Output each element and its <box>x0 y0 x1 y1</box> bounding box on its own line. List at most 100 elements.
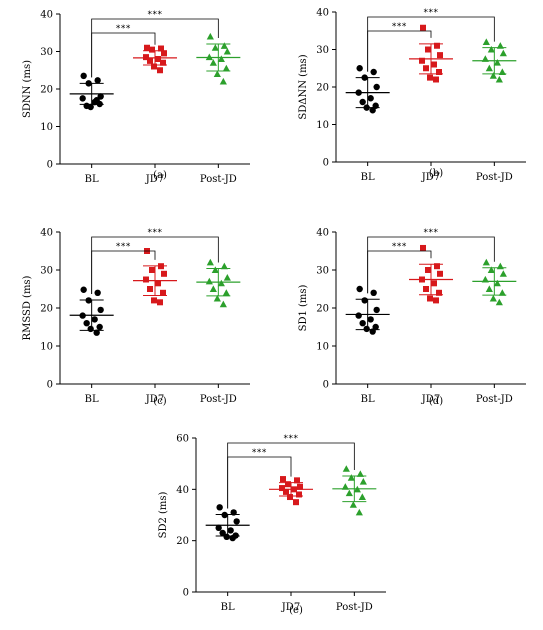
data-point <box>144 44 150 51</box>
significance-bracket <box>91 236 219 295</box>
data-point <box>213 294 221 302</box>
data-point <box>287 494 293 501</box>
data-point <box>219 529 226 537</box>
data-point <box>80 72 87 80</box>
significance-label: *** <box>284 434 299 444</box>
data-point <box>213 70 221 77</box>
data-point <box>205 277 213 285</box>
data-point <box>425 46 431 53</box>
chart-panel-d: 0 10 20 30 40 BL JD7 Post-JD SD1 (ms) (d) *** *** <box>298 228 526 407</box>
data-point <box>482 38 490 45</box>
data-point <box>219 300 227 308</box>
x-tick-label: Post-JD <box>476 394 513 405</box>
x-tick-label: BL <box>221 602 235 613</box>
data-point <box>217 55 225 62</box>
significance-bracket <box>367 30 432 72</box>
data-point <box>294 477 300 484</box>
chart-panel-e: 0 20 40 60 BL JD7 Post-JD SD2 (ms) (e) *** *** <box>158 434 386 616</box>
data-point <box>433 76 439 83</box>
data-point <box>157 299 163 306</box>
x-tick-label: JD7 <box>145 174 164 185</box>
data-point <box>155 280 161 287</box>
data-point <box>423 286 429 292</box>
data-point <box>151 63 157 70</box>
y-tick-label: 0 <box>47 160 53 171</box>
data-point <box>427 295 433 302</box>
x-tick-label: JD7 <box>281 602 300 613</box>
data-point <box>97 306 104 314</box>
data-point <box>373 306 380 314</box>
data-point <box>487 266 495 273</box>
data-point <box>209 285 217 292</box>
data-point <box>485 64 493 72</box>
data-point <box>217 279 225 287</box>
data-point <box>437 270 443 277</box>
data-point <box>342 465 350 472</box>
chart-panel-b: 0 10 20 30 40 BL JD7 Post-JD SDΔNN (ms) (b) *** *** <box>298 8 526 183</box>
y-tick-label: 0 <box>323 380 329 391</box>
data-point <box>355 312 362 319</box>
data-point <box>493 59 501 66</box>
significance-label: *** <box>148 10 163 20</box>
data-point <box>367 95 374 102</box>
y-tick-label: 0 <box>323 158 329 169</box>
data-point <box>498 68 506 75</box>
data-point <box>285 481 291 488</box>
data-point <box>427 74 433 81</box>
data-point <box>94 77 101 84</box>
data-point <box>220 262 228 270</box>
y-tick-label: 40 <box>176 485 189 496</box>
data-point <box>419 57 425 64</box>
data-point <box>495 75 503 83</box>
data-point <box>369 107 376 114</box>
data-point <box>436 289 442 296</box>
y-axis-label: RMSSD (ms) <box>22 275 33 340</box>
significance-label: *** <box>116 242 131 252</box>
data-point <box>433 297 439 304</box>
data-point <box>160 59 166 66</box>
x-tick-label: Post-JD <box>476 172 513 183</box>
significance-label: *** <box>252 448 267 458</box>
data-point <box>205 53 213 61</box>
significance-label: *** <box>392 242 407 252</box>
data-point <box>223 533 230 541</box>
x-tick-label: JD7 <box>421 394 440 405</box>
panel-label: (a) <box>153 170 167 181</box>
y-axis-label: SD1 (ms) <box>298 284 309 331</box>
panel-label: (b) <box>429 168 443 179</box>
data-point <box>437 52 443 59</box>
data-point <box>370 68 377 76</box>
data-point <box>220 42 228 49</box>
data-point <box>83 320 90 327</box>
data-point <box>341 483 349 490</box>
data-point <box>425 267 431 273</box>
data-point <box>222 289 230 296</box>
data-point <box>363 325 370 333</box>
data-point <box>93 97 100 104</box>
y-tick-label: 30 <box>316 266 329 277</box>
y-tick-label: 10 <box>40 122 53 133</box>
data-point <box>158 45 164 52</box>
data-point <box>215 524 222 532</box>
x-tick-label: Post-JD <box>336 602 373 613</box>
data-point <box>280 476 286 483</box>
y-axis-label: SD2 (ms) <box>158 491 169 538</box>
data-point <box>221 511 228 519</box>
data-point <box>147 286 153 292</box>
data-point <box>79 95 86 102</box>
data-point <box>356 470 364 477</box>
significance-bracket <box>367 16 495 72</box>
panel-label: (e) <box>289 605 303 616</box>
data-point <box>493 279 501 287</box>
data-point <box>149 46 155 53</box>
chart-panel-a: 0 10 20 30 40 BL JD7 Post-JD SDNN (ms) (a) *** *** <box>22 10 250 185</box>
y-tick-label: 20 <box>316 83 329 94</box>
data-point <box>420 24 426 31</box>
panel-label: (c) <box>153 396 167 407</box>
data-point <box>227 527 234 534</box>
data-point <box>485 285 493 292</box>
data-point <box>436 69 442 75</box>
significance-bracket <box>91 250 156 295</box>
data-point <box>151 297 157 304</box>
